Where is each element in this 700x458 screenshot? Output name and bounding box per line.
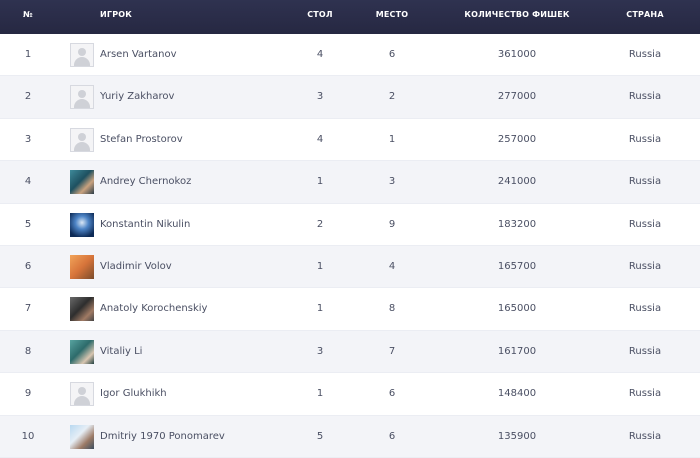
chip-count: 165700 [497,260,537,272]
seat-number: 3 [388,176,396,188]
row-num: 10 [21,430,35,442]
country: Russia [628,218,662,230]
seat-number: 6 [388,430,396,442]
table-number: 1 [316,388,324,400]
country: Russia [628,133,662,145]
player-photo [70,212,94,237]
table-number: 1 [316,176,324,188]
country: Russia [628,303,662,315]
row-num: 3 [24,133,32,145]
table-row[interactable]: 7 Anatoly Korochenskiy 1 8 165000 Russia [0,288,700,331]
seat-number: 9 [388,218,396,230]
player-name[interactable]: Andrey Chernokoz [100,176,192,188]
country: Russia [628,260,662,272]
row-num: 6 [24,260,32,272]
table-row[interactable]: 3 Stefan Prostorov 4 1 257000 Russia [0,119,700,162]
table-number: 4 [316,133,324,145]
table-row[interactable]: 10 Dmitriy 1970 Ponomarev 5 6 135900 Rus… [0,415,700,458]
row-num: 5 [24,218,32,230]
table-row[interactable]: 9 Igor Glukhikh 1 6 148400 Russia [0,373,700,416]
player-photo [70,170,94,195]
player-name[interactable]: Vitaliy Li [100,345,143,357]
seat-number: 7 [388,345,396,357]
player-name[interactable]: Yuriy Zakharov [100,91,175,103]
placeholder-avatar-icon [70,382,94,407]
player-name[interactable]: Vladimir Volov [100,260,172,272]
country: Russia [628,49,662,60]
table-number: 5 [316,430,324,442]
country: Russia [628,176,662,188]
placeholder-avatar-icon [70,85,94,110]
table-number: 1 [316,260,324,272]
header-player: ИГРОК [100,10,132,19]
player-photo [70,297,94,322]
table-row[interactable]: 1 Arsen Vartanov 4 6 361000 Russia [0,34,700,77]
seat-number: 2 [388,91,396,103]
header-place: МЕСТО [375,10,409,19]
table-row[interactable]: 5 Konstantin Nikulin 2 9 183200 Russia [0,204,700,246]
row-num: 8 [24,345,32,357]
seat-number: 1 [388,133,396,145]
player-photo [70,254,94,279]
player-name[interactable]: Konstantin Nikulin [100,218,191,230]
chip-count: 135900 [497,430,537,442]
placeholder-avatar-icon [70,43,94,67]
chip-count: 161700 [497,345,537,357]
country: Russia [628,91,662,103]
header-country: СТРАНА [626,10,664,19]
player-name[interactable]: Anatoly Korochenskiy [100,303,208,315]
table-header: № ИГРОК СТОЛ МЕСТО КОЛИЧЕСТВО ФИШЕК СТРА… [0,0,700,34]
country: Russia [628,388,662,400]
chip-count: 165000 [497,303,537,315]
player-name[interactable]: Arsen Vartanov [100,49,177,60]
table-number: 2 [316,218,324,230]
header-chips: КОЛИЧЕСТВО ФИШЕК [464,10,570,19]
table-number: 1 [316,303,324,315]
player-name[interactable]: Dmitriy 1970 Ponomarev [100,430,225,442]
seat-number: 8 [388,303,396,315]
chip-count: 241000 [497,176,537,188]
table-number: 3 [316,345,324,357]
seat-number: 6 [388,388,396,400]
chip-count: 277000 [497,91,537,103]
header-num: № [23,10,33,19]
row-num: 2 [24,91,32,103]
placeholder-avatar-icon [70,127,94,152]
row-num: 1 [24,49,32,60]
header-table: СТОЛ [307,10,333,19]
seat-number: 4 [388,260,396,272]
player-photo [70,339,94,364]
player-name[interactable]: Igor Glukhikh [100,388,167,400]
table-row[interactable]: 8 Vitaliy Li 3 7 161700 Russia [0,330,700,374]
table-number: 3 [316,91,324,103]
chip-count: 361000 [497,49,537,60]
country: Russia [628,345,662,357]
player-photo [70,424,94,449]
table-row[interactable]: 2 Yuriy Zakharov 3 2 277000 Russia [0,76,700,119]
chip-count: 148400 [497,388,537,400]
seat-number: 6 [388,49,396,60]
table-row[interactable]: 6 Vladimir Volov 1 4 165700 Russia [0,245,700,289]
table-row[interactable]: 4 Andrey Chernokoz 1 3 241000 Russia [0,161,700,204]
row-num: 7 [24,303,32,315]
chip-count: 257000 [497,133,537,145]
player-name[interactable]: Stefan Prostorov [100,133,183,145]
row-num: 9 [24,388,32,400]
row-num: 4 [24,176,32,188]
table-number: 4 [316,49,324,60]
chip-count: 183200 [497,218,537,230]
country: Russia [628,430,662,442]
